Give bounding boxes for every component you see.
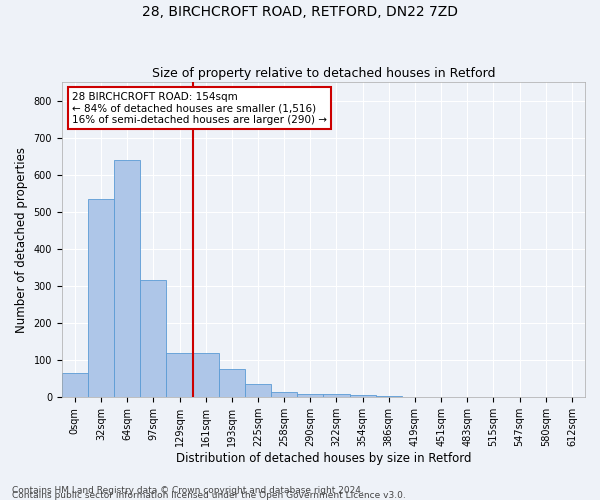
Bar	[88, 199, 114, 397]
Text: Contains HM Land Registry data © Crown copyright and database right 2024.: Contains HM Land Registry data © Crown c…	[12, 486, 364, 495]
Bar	[166, 352, 193, 397]
Bar	[350, 396, 376, 397]
Bar	[323, 394, 350, 397]
Bar	[245, 384, 271, 397]
Bar	[114, 160, 140, 397]
Bar	[376, 396, 402, 397]
Bar	[271, 392, 297, 397]
Bar	[140, 280, 166, 397]
Bar	[62, 373, 88, 397]
Text: 28, BIRCHCROFT ROAD, RETFORD, DN22 7ZD: 28, BIRCHCROFT ROAD, RETFORD, DN22 7ZD	[142, 5, 458, 19]
Bar	[219, 370, 245, 397]
Y-axis label: Number of detached properties: Number of detached properties	[15, 146, 28, 332]
Bar	[297, 394, 323, 397]
Bar	[193, 352, 219, 397]
X-axis label: Distribution of detached houses by size in Retford: Distribution of detached houses by size …	[176, 452, 471, 465]
Text: Contains public sector information licensed under the Open Government Licence v3: Contains public sector information licen…	[12, 491, 406, 500]
Text: 28 BIRCHCROFT ROAD: 154sqm
← 84% of detached houses are smaller (1,516)
16% of s: 28 BIRCHCROFT ROAD: 154sqm ← 84% of deta…	[72, 92, 327, 124]
Title: Size of property relative to detached houses in Retford: Size of property relative to detached ho…	[152, 66, 495, 80]
